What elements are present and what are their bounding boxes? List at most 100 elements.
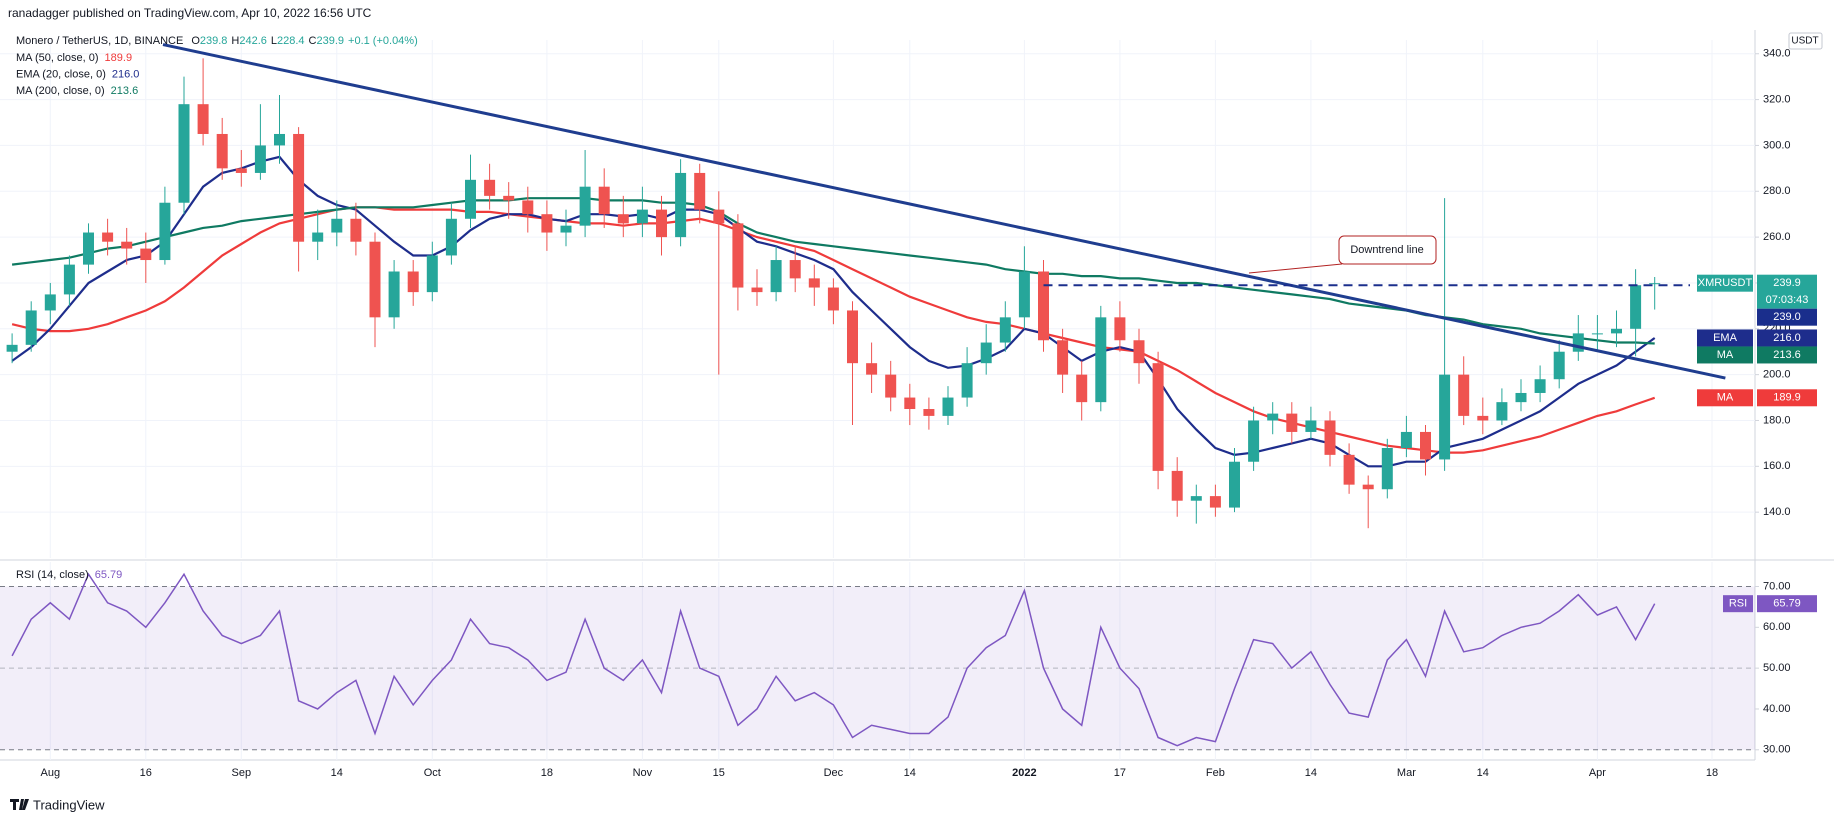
candle-body — [1534, 379, 1546, 393]
candle-body — [1038, 271, 1049, 341]
candle-body — [484, 179, 496, 196]
price-tag-value: 239.9 — [1773, 277, 1801, 289]
published-note: ranadagger published on TradingView.com,… — [8, 6, 372, 20]
candle-body — [1439, 374, 1451, 460]
tag-name-box — [1697, 329, 1753, 347]
x-tick-label: Dec — [824, 767, 844, 779]
series-line — [11, 155, 1656, 468]
candle-body — [694, 172, 706, 210]
candle-body — [904, 397, 916, 410]
candle-body — [1649, 283, 1661, 285]
y-tick-label: 40.00 — [1763, 703, 1791, 715]
candle-body — [121, 241, 133, 249]
candle-body — [770, 260, 782, 293]
tag-name-box — [1697, 389, 1753, 407]
series-line — [11, 572, 1656, 747]
currency-box — [1788, 32, 1823, 50]
trendline — [162, 43, 1726, 380]
candle-body — [1381, 447, 1393, 490]
legend-value: 65.79 — [95, 569, 123, 581]
candle-body — [369, 241, 381, 318]
x-tick-label: 17 — [1114, 767, 1126, 779]
legend-name: MA (200, close, 0) — [16, 85, 105, 97]
series-line — [11, 197, 1655, 345]
grid — [0, 40, 1755, 760]
quote-key: C — [309, 35, 317, 47]
footer-brand: TradingView — [33, 797, 105, 812]
quote-value: 228.4 — [277, 35, 305, 47]
x-tick-label: 2022 — [1012, 767, 1036, 779]
legend-value: 189.9 — [105, 52, 133, 64]
candle-body — [216, 133, 228, 169]
candle-body — [617, 214, 629, 224]
candle-body — [560, 225, 572, 233]
candle-body — [1553, 351, 1565, 380]
tag-name-box — [1723, 595, 1753, 613]
candle-body — [1458, 374, 1470, 416]
candle-body — [522, 200, 534, 215]
tag-name: EMA — [1713, 332, 1738, 344]
price-tag-value: 216.0 — [1773, 332, 1801, 344]
price-tag — [1757, 595, 1817, 613]
annotation-leader — [1248, 263, 1343, 274]
price-tag — [1757, 274, 1817, 309]
y-tick-label: 180.0 — [1763, 414, 1791, 426]
tag-name: MA — [1717, 392, 1734, 404]
candle-body — [541, 214, 553, 233]
candle-body — [503, 195, 515, 201]
candle-body — [1611, 328, 1622, 334]
tag-name: MA — [1717, 349, 1734, 361]
legend-name: EMA (20, close, 0) — [16, 68, 106, 80]
candle-body — [1267, 413, 1279, 421]
x-tick-label: Oct — [424, 767, 441, 779]
x-tick-label: Sep — [232, 767, 252, 779]
candle-body — [885, 374, 897, 398]
y-tick-label: 280.0 — [1763, 185, 1791, 197]
x-tick-label: 16 — [140, 767, 152, 779]
candle-body — [751, 287, 763, 293]
y-tick-label: 50.00 — [1763, 662, 1791, 674]
candle-body — [847, 310, 858, 364]
candle-body — [636, 209, 648, 224]
candle-body — [197, 104, 209, 134]
legend-value: 213.6 — [111, 85, 139, 97]
candle-body — [388, 271, 400, 318]
quote-value: 242.6 — [239, 35, 267, 47]
y-tick-label: 200.0 — [1763, 369, 1791, 381]
candle-body — [808, 278, 820, 288]
rsi-legend: RSI (14, close) 65.79 — [16, 569, 122, 581]
tag-name-box — [1697, 274, 1753, 292]
candle-body — [713, 209, 725, 224]
candle-body — [1591, 333, 1603, 335]
candle-body — [235, 168, 247, 173]
candle-body — [1248, 420, 1260, 462]
candle-body — [159, 202, 171, 261]
candle-body — [1229, 461, 1240, 508]
x-tick-label: 14 — [1477, 767, 1489, 779]
candle-body — [312, 232, 324, 242]
candle-body — [961, 363, 973, 398]
annotation-text: Downtrend line — [1350, 244, 1423, 256]
candle-body — [1171, 470, 1183, 501]
candle-body — [1324, 420, 1336, 455]
candle-body — [1420, 431, 1431, 460]
candle-body — [63, 264, 75, 295]
y-tick-label: 70.00 — [1763, 580, 1791, 592]
tag-name: XMRUSDT — [1698, 277, 1753, 289]
legend-value: 216.0 — [112, 68, 140, 80]
quote-value: 239.8 — [200, 35, 228, 47]
candle-body — [675, 172, 687, 238]
candle-body — [178, 104, 190, 203]
quote-key: O — [191, 35, 200, 47]
x-tick-label: Feb — [1206, 767, 1225, 779]
candle-body — [1057, 340, 1069, 375]
tag-name-box — [1697, 346, 1753, 364]
legend-entry: MA (50, close, 0) 189.9 — [16, 52, 132, 64]
y-tick-label: 60.00 — [1763, 621, 1791, 633]
tag-name: RSI — [1729, 598, 1747, 610]
candle-body — [1209, 496, 1221, 508]
quote-value: 239.9 — [317, 35, 345, 47]
legend-title: Monero / TetherUS, 1D, BINANCE — [16, 35, 183, 47]
